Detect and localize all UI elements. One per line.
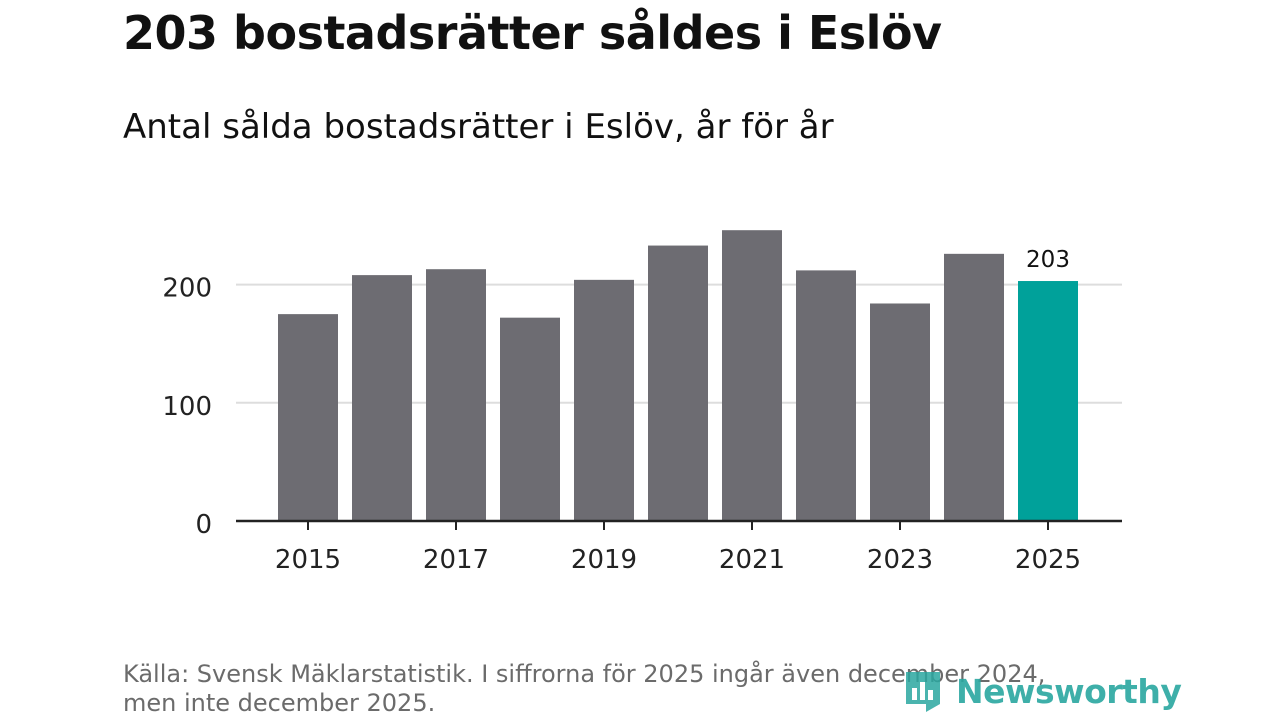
labels: 0 100 200 2015 2017 2019 2021 2023 2025 203 <box>162 247 1081 575</box>
x-tick-label-2015: 2015 <box>275 545 341 575</box>
bar-2019 <box>574 279 634 521</box>
bar-2017 <box>426 269 486 521</box>
data-label-highlight: 203 <box>1026 247 1070 273</box>
brand-logo: Newsworthy <box>902 668 1182 716</box>
x-tick-label-2017: 2017 <box>423 545 489 575</box>
y-tick-label-100: 100 <box>162 392 212 422</box>
bar-2020 <box>648 245 708 521</box>
bar-2015 <box>278 314 338 521</box>
newsworthy-logo-icon <box>906 672 940 712</box>
brand-name: Newsworthy <box>956 672 1182 711</box>
bar-2018 <box>500 317 560 521</box>
axes <box>236 519 1122 530</box>
bar-2021 <box>722 230 782 521</box>
bar-2016 <box>352 275 412 521</box>
source-line-2: men inte december 2025. <box>123 689 436 717</box>
bar-2023 <box>870 303 930 521</box>
bar-2022 <box>796 270 856 521</box>
chart-subtitle: Antal sålda bostadsrätter i Eslöv, år fö… <box>123 107 834 147</box>
source-note: Källa: Svensk Mäklarstatistik. I siffror… <box>123 660 1045 718</box>
y-tick-label-200: 200 <box>162 274 212 304</box>
x-tick-label-2023: 2023 <box>867 545 933 575</box>
source-line-1: Källa: Svensk Mäklarstatistik. I siffror… <box>123 660 1046 688</box>
y-tick-label-0: 0 <box>195 510 212 540</box>
bars <box>278 230 1078 522</box>
x-tick-label-2025: 2025 <box>1015 545 1081 575</box>
x-tick-label-2019: 2019 <box>571 545 637 575</box>
chart-title: 203 bostadsrätter såldes i Eslöv <box>123 6 942 60</box>
bar-2024 <box>944 253 1004 522</box>
bar-2025 <box>1018 281 1078 521</box>
x-tick-label-2021: 2021 <box>719 545 785 575</box>
